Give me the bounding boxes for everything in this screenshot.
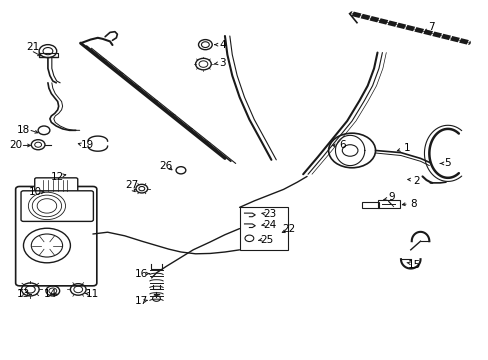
Text: 4: 4 xyxy=(219,40,225,50)
Text: 23: 23 xyxy=(263,209,276,219)
Text: 14: 14 xyxy=(44,289,58,300)
FancyBboxPatch shape xyxy=(35,178,78,193)
FancyBboxPatch shape xyxy=(21,191,93,221)
Text: 2: 2 xyxy=(412,176,419,186)
Text: 15: 15 xyxy=(407,260,421,270)
Text: 8: 8 xyxy=(409,199,416,209)
Text: 24: 24 xyxy=(263,220,276,230)
Text: 16: 16 xyxy=(135,269,148,279)
Bar xyxy=(239,207,287,250)
Text: 12: 12 xyxy=(51,172,64,182)
Text: 13: 13 xyxy=(17,289,30,300)
Text: 26: 26 xyxy=(159,161,173,171)
Text: 20: 20 xyxy=(9,140,22,150)
Text: 17: 17 xyxy=(135,296,148,306)
FancyBboxPatch shape xyxy=(16,186,97,286)
Bar xyxy=(378,200,399,208)
Text: 22: 22 xyxy=(281,224,295,234)
Text: 6: 6 xyxy=(338,140,345,150)
Text: 19: 19 xyxy=(80,140,94,150)
Text: 10: 10 xyxy=(29,187,41,197)
Bar xyxy=(361,202,378,208)
Text: 27: 27 xyxy=(125,180,139,190)
Text: 11: 11 xyxy=(86,289,100,299)
Text: 1: 1 xyxy=(403,143,409,153)
Text: 25: 25 xyxy=(259,235,273,245)
Text: 18: 18 xyxy=(17,125,30,135)
Text: 7: 7 xyxy=(427,22,434,32)
Text: 21: 21 xyxy=(26,42,40,52)
Text: 3: 3 xyxy=(219,58,225,68)
Text: 5: 5 xyxy=(444,158,450,168)
Text: 9: 9 xyxy=(387,192,394,202)
